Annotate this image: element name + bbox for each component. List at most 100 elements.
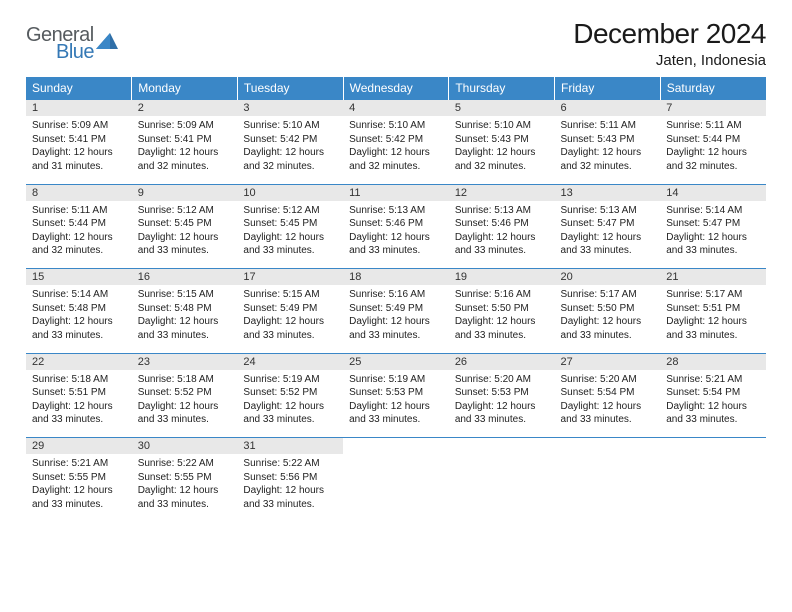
sunset-text: Sunset: 5:43 PM xyxy=(561,133,655,147)
daylight-text-1: Daylight: 12 hours xyxy=(243,400,337,414)
weekday-header: Tuesday xyxy=(237,77,343,100)
daylight-text-1: Daylight: 12 hours xyxy=(561,400,655,414)
day-number-cell: 8 xyxy=(26,184,132,201)
day-number-cell: 30 xyxy=(132,438,238,455)
logo: General Blue xyxy=(26,18,118,64)
sunrise-text: Sunrise: 5:09 AM xyxy=(32,119,126,133)
daylight-text-2: and 33 minutes. xyxy=(666,413,760,427)
daylight-text-1: Daylight: 12 hours xyxy=(243,231,337,245)
daynum-row: 1234567 xyxy=(26,100,766,117)
sunset-text: Sunset: 5:44 PM xyxy=(666,133,760,147)
day-detail-cell: Sunrise: 5:15 AMSunset: 5:49 PMDaylight:… xyxy=(237,285,343,353)
daynum-row: 891011121314 xyxy=(26,184,766,201)
weekday-header: Saturday xyxy=(660,77,766,100)
daylight-text-1: Daylight: 12 hours xyxy=(138,315,232,329)
daylight-text-2: and 33 minutes. xyxy=(561,244,655,258)
day-number-cell: 18 xyxy=(343,269,449,286)
sunrise-text: Sunrise: 5:13 AM xyxy=(561,204,655,218)
sunset-text: Sunset: 5:45 PM xyxy=(138,217,232,231)
day-number-cell: 17 xyxy=(237,269,343,286)
day-detail-cell: Sunrise: 5:10 AMSunset: 5:42 PMDaylight:… xyxy=(237,116,343,184)
daylight-text-2: and 33 minutes. xyxy=(32,329,126,343)
day-detail-cell: Sunrise: 5:17 AMSunset: 5:51 PMDaylight:… xyxy=(660,285,766,353)
daylight-text-1: Daylight: 12 hours xyxy=(243,484,337,498)
daylight-text-2: and 33 minutes. xyxy=(243,244,337,258)
daylight-text-1: Daylight: 12 hours xyxy=(666,400,760,414)
sunrise-text: Sunrise: 5:09 AM xyxy=(138,119,232,133)
day-number-cell: 27 xyxy=(555,353,661,370)
day-number-cell: 26 xyxy=(449,353,555,370)
sunrise-text: Sunrise: 5:17 AM xyxy=(561,288,655,302)
sunset-text: Sunset: 5:46 PM xyxy=(349,217,443,231)
page-header: General Blue December 2024 Jaten, Indone… xyxy=(26,18,766,69)
day-detail-cell: Sunrise: 5:12 AMSunset: 5:45 PMDaylight:… xyxy=(132,201,238,269)
daylight-text-2: and 33 minutes. xyxy=(243,413,337,427)
daylight-text-1: Daylight: 12 hours xyxy=(349,231,443,245)
daylight-text-1: Daylight: 12 hours xyxy=(349,315,443,329)
sunset-text: Sunset: 5:55 PM xyxy=(138,471,232,485)
day-detail-cell xyxy=(660,454,766,522)
sunrise-text: Sunrise: 5:16 AM xyxy=(455,288,549,302)
sunset-text: Sunset: 5:47 PM xyxy=(666,217,760,231)
sunset-text: Sunset: 5:50 PM xyxy=(455,302,549,316)
daylight-text-2: and 31 minutes. xyxy=(32,160,126,174)
detail-row: Sunrise: 5:14 AMSunset: 5:48 PMDaylight:… xyxy=(26,285,766,353)
sunset-text: Sunset: 5:49 PM xyxy=(349,302,443,316)
sunset-text: Sunset: 5:51 PM xyxy=(666,302,760,316)
day-number-cell: 24 xyxy=(237,353,343,370)
day-detail-cell: Sunrise: 5:13 AMSunset: 5:46 PMDaylight:… xyxy=(343,201,449,269)
sunrise-text: Sunrise: 5:15 AM xyxy=(243,288,337,302)
daylight-text-2: and 33 minutes. xyxy=(32,413,126,427)
location-label: Jaten, Indonesia xyxy=(573,52,766,69)
daylight-text-2: and 32 minutes. xyxy=(455,160,549,174)
sunrise-text: Sunrise: 5:10 AM xyxy=(243,119,337,133)
sunrise-text: Sunrise: 5:21 AM xyxy=(666,373,760,387)
daylight-text-2: and 33 minutes. xyxy=(138,498,232,512)
day-number-cell: 23 xyxy=(132,353,238,370)
weekday-header: Sunday xyxy=(26,77,132,100)
daynum-row: 293031 xyxy=(26,438,766,455)
logo-triangle-icon xyxy=(96,33,118,49)
daylight-text-1: Daylight: 12 hours xyxy=(32,146,126,160)
daylight-text-1: Daylight: 12 hours xyxy=(243,146,337,160)
daylight-text-2: and 33 minutes. xyxy=(138,244,232,258)
day-number-cell: 7 xyxy=(660,100,766,117)
day-detail-cell: Sunrise: 5:13 AMSunset: 5:46 PMDaylight:… xyxy=(449,201,555,269)
day-detail-cell: Sunrise: 5:21 AMSunset: 5:54 PMDaylight:… xyxy=(660,370,766,438)
sunset-text: Sunset: 5:55 PM xyxy=(32,471,126,485)
day-detail-cell: Sunrise: 5:19 AMSunset: 5:52 PMDaylight:… xyxy=(237,370,343,438)
day-detail-cell: Sunrise: 5:09 AMSunset: 5:41 PMDaylight:… xyxy=(26,116,132,184)
day-number-cell: 31 xyxy=(237,438,343,455)
sunrise-text: Sunrise: 5:13 AM xyxy=(455,204,549,218)
sunrise-text: Sunrise: 5:14 AM xyxy=(666,204,760,218)
day-number-cell: 9 xyxy=(132,184,238,201)
daylight-text-2: and 33 minutes. xyxy=(349,329,443,343)
daylight-text-1: Daylight: 12 hours xyxy=(32,231,126,245)
day-number-cell: 22 xyxy=(26,353,132,370)
sunset-text: Sunset: 5:51 PM xyxy=(32,386,126,400)
sunset-text: Sunset: 5:43 PM xyxy=(455,133,549,147)
daylight-text-1: Daylight: 12 hours xyxy=(561,146,655,160)
daylight-text-2: and 33 minutes. xyxy=(32,498,126,512)
calendar-table: SundayMondayTuesdayWednesdayThursdayFrid… xyxy=(26,77,766,522)
daylight-text-2: and 33 minutes. xyxy=(455,413,549,427)
daylight-text-2: and 32 minutes. xyxy=(138,160,232,174)
day-detail-cell: Sunrise: 5:20 AMSunset: 5:54 PMDaylight:… xyxy=(555,370,661,438)
daylight-text-1: Daylight: 12 hours xyxy=(32,315,126,329)
day-number-cell: 4 xyxy=(343,100,449,117)
calendar-body: 1234567Sunrise: 5:09 AMSunset: 5:41 PMDa… xyxy=(26,100,766,523)
sunset-text: Sunset: 5:50 PM xyxy=(561,302,655,316)
daylight-text-1: Daylight: 12 hours xyxy=(349,400,443,414)
sunset-text: Sunset: 5:52 PM xyxy=(138,386,232,400)
day-detail-cell: Sunrise: 5:13 AMSunset: 5:47 PMDaylight:… xyxy=(555,201,661,269)
weekday-header: Monday xyxy=(132,77,238,100)
sunrise-text: Sunrise: 5:22 AM xyxy=(243,457,337,471)
day-detail-cell: Sunrise: 5:18 AMSunset: 5:52 PMDaylight:… xyxy=(132,370,238,438)
daylight-text-1: Daylight: 12 hours xyxy=(349,146,443,160)
sunset-text: Sunset: 5:48 PM xyxy=(138,302,232,316)
day-number-cell: 10 xyxy=(237,184,343,201)
day-detail-cell: Sunrise: 5:20 AMSunset: 5:53 PMDaylight:… xyxy=(449,370,555,438)
sunrise-text: Sunrise: 5:10 AM xyxy=(349,119,443,133)
day-detail-cell xyxy=(343,454,449,522)
day-number-cell xyxy=(660,438,766,455)
